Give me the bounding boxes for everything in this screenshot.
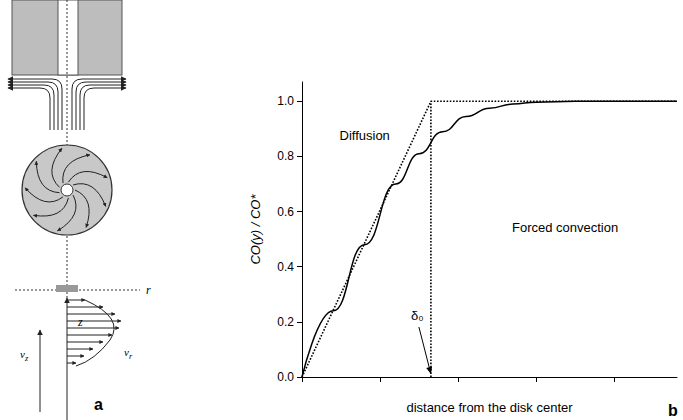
svg-text:vr: vr <box>124 346 133 361</box>
svg-text:0.2: 0.2 <box>277 315 294 329</box>
svg-text:vz: vz <box>20 348 29 363</box>
svg-text:0.6: 0.6 <box>277 205 294 219</box>
svg-text:a: a <box>94 396 103 413</box>
svg-text:r: r <box>146 283 151 297</box>
svg-text:0.8: 0.8 <box>277 149 294 163</box>
svg-text:Forced convection: Forced convection <box>512 220 618 235</box>
svg-text:0.0: 0.0 <box>277 370 294 384</box>
svg-text:z: z <box>77 315 83 329</box>
svg-text:b: b <box>668 402 678 419</box>
svg-text:distance from the disk center: distance from the disk center <box>406 400 573 415</box>
svg-text:δ₀: δ₀ <box>411 308 424 323</box>
svg-text:0.4: 0.4 <box>277 260 294 274</box>
svg-text:CO(y) / CO*: CO(y) / CO* <box>248 194 263 265</box>
svg-text:Diffusion: Diffusion <box>340 128 390 143</box>
svg-text:1.0: 1.0 <box>277 94 294 108</box>
